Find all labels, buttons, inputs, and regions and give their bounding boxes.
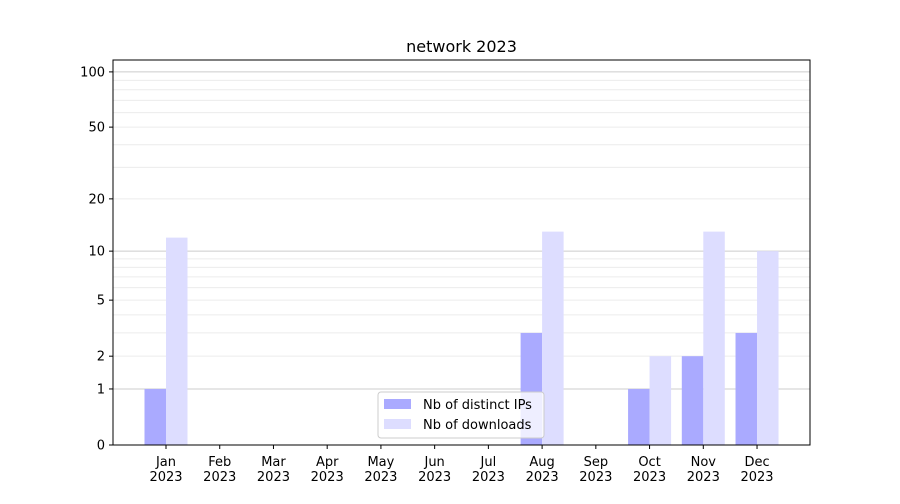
legend-swatch xyxy=(384,419,411,429)
x-tick-label: Nov 2023 xyxy=(687,455,720,485)
y-tick-label: 50 xyxy=(88,121,105,136)
y-tick-label: 0 xyxy=(97,439,105,454)
legend-swatch xyxy=(384,399,411,409)
y-tick-label: 20 xyxy=(88,192,105,207)
x-tick-label: Mar 2023 xyxy=(257,455,290,485)
plot-frame xyxy=(112,59,811,446)
legend-label: Nb of downloads xyxy=(423,418,532,433)
bar-downloads xyxy=(542,231,564,445)
bar-downloads xyxy=(649,356,672,445)
y-tick-label: 100 xyxy=(80,65,105,80)
grid xyxy=(113,71,810,390)
x-tick-label: Apr 2023 xyxy=(311,455,344,485)
bar-downloads xyxy=(166,237,188,445)
x-tick-label: Feb 2023 xyxy=(203,455,236,485)
bar-distinct-ips xyxy=(681,356,704,445)
legend-label: Nb of distinct IPs xyxy=(423,398,532,413)
x-tick-label: Jun 2023 xyxy=(418,455,451,485)
legend: Nb of distinct IPs Nb of downloads xyxy=(377,391,545,439)
y-axis: 0 1 2 5 10 20 50 100 xyxy=(80,65,113,454)
x-tick-label: Dec 2023 xyxy=(740,455,773,485)
bar-downloads xyxy=(703,231,725,445)
x-tick-label: Aug 2023 xyxy=(526,455,559,485)
y-tick-label: 2 xyxy=(97,350,105,365)
bar-distinct-ips xyxy=(144,388,166,445)
x-tick-label: May 2023 xyxy=(364,455,397,485)
x-tick-label: Jul 2023 xyxy=(472,455,505,485)
bars xyxy=(144,231,779,445)
x-tick-label: Jan 2023 xyxy=(149,455,182,485)
bar-downloads xyxy=(757,251,779,445)
x-tick-label: Sep 2023 xyxy=(579,455,612,485)
bar-distinct-ips xyxy=(735,332,758,445)
y-tick-label: 10 xyxy=(88,245,105,260)
x-axis: Jan 2023 Feb 2023 Mar 2023 Apr 2023 May 2023 Jun 20… xyxy=(149,445,774,485)
y-tick-label: 1 xyxy=(97,382,105,397)
chart-title: network 2023 xyxy=(406,37,517,56)
x-tick-label: Oct 2023 xyxy=(633,455,666,485)
y-tick-label: 5 xyxy=(97,294,105,309)
bar-distinct-ips xyxy=(628,388,650,445)
legend-box xyxy=(377,391,545,439)
